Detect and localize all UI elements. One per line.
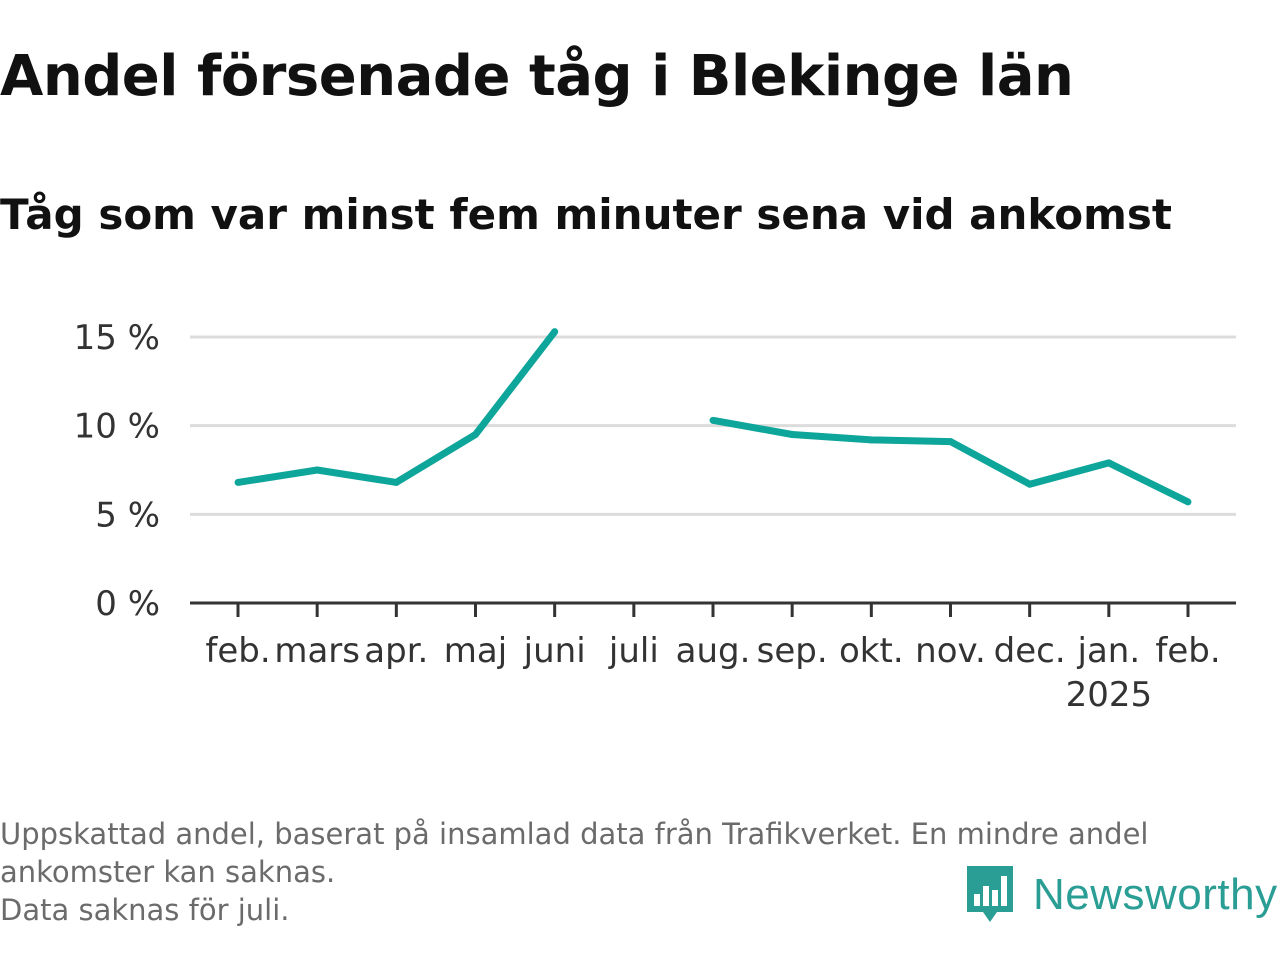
logo-text: Newsworthy bbox=[1033, 870, 1278, 919]
series-line bbox=[712, 416, 1190, 506]
data-point bbox=[709, 416, 717, 424]
data-point bbox=[234, 478, 242, 486]
data-point bbox=[313, 466, 321, 474]
x-tick-label: apr. bbox=[364, 631, 428, 671]
data-point bbox=[472, 431, 479, 439]
data-point bbox=[1184, 498, 1192, 506]
x-tick-label: jan. bbox=[1077, 631, 1141, 671]
data-point bbox=[551, 328, 559, 336]
footnote-line: Uppskattad andel, baserat på insamlad da… bbox=[0, 817, 1149, 851]
footnote: Uppskattad andel, baserat på insamlad da… bbox=[0, 815, 1270, 929]
footnote-line: ankomster kan saknas. bbox=[0, 855, 336, 889]
chart-subtitle: Tåg som var minst fem minuter sena vid a… bbox=[0, 190, 1172, 239]
x-tick-label: juni bbox=[523, 631, 586, 671]
footnote-line: Data saknas för juli. bbox=[0, 893, 290, 927]
y-tick-label: 0 % bbox=[95, 584, 160, 624]
x-tick-label: dec. bbox=[994, 631, 1066, 671]
data-point bbox=[788, 431, 796, 439]
newsworthy-logo: Newsworthy bbox=[965, 864, 1278, 926]
x-axis: feb. mars apr. maj juni juli aug. sep. okt. nov. d… bbox=[190, 601, 1236, 715]
x-tick-label: maj bbox=[444, 631, 507, 671]
data-point bbox=[867, 436, 875, 444]
x-tick-label: feb. bbox=[205, 631, 270, 671]
x-tick-label: sep. bbox=[757, 631, 828, 671]
chart-title: Andel försenade tåg i Blekinge län bbox=[0, 44, 1074, 109]
series-line bbox=[237, 329, 558, 486]
newsworthy-logo-icon bbox=[967, 866, 1013, 922]
y-tick-label: 10 % bbox=[74, 407, 160, 447]
data-point bbox=[947, 438, 954, 446]
x-tick-label: nov. bbox=[915, 631, 986, 671]
data-point bbox=[392, 478, 400, 486]
x-tick-label: okt. bbox=[839, 631, 904, 671]
y-tick-label: 15 % bbox=[74, 318, 160, 358]
y-axis-ticks: 0 % 5 % 10 % 15 % bbox=[74, 318, 160, 624]
x-tick-label: aug. bbox=[676, 631, 751, 671]
x-tick-label: mars bbox=[274, 631, 360, 671]
series-lines bbox=[234, 328, 1192, 506]
gridlines bbox=[190, 335, 1236, 516]
data-point bbox=[1026, 480, 1034, 488]
y-tick-label: 5 % bbox=[95, 495, 160, 535]
x-tick-label: feb. bbox=[1155, 631, 1220, 671]
data-point bbox=[1105, 459, 1113, 467]
line-chart: 0 %5 %10 %15 % feb. mars apr. maj juni juli au… bbox=[74, 318, 1236, 715]
x-tick-label: juli bbox=[608, 631, 659, 671]
x-tick-sublabel: 2025 bbox=[1066, 675, 1153, 715]
